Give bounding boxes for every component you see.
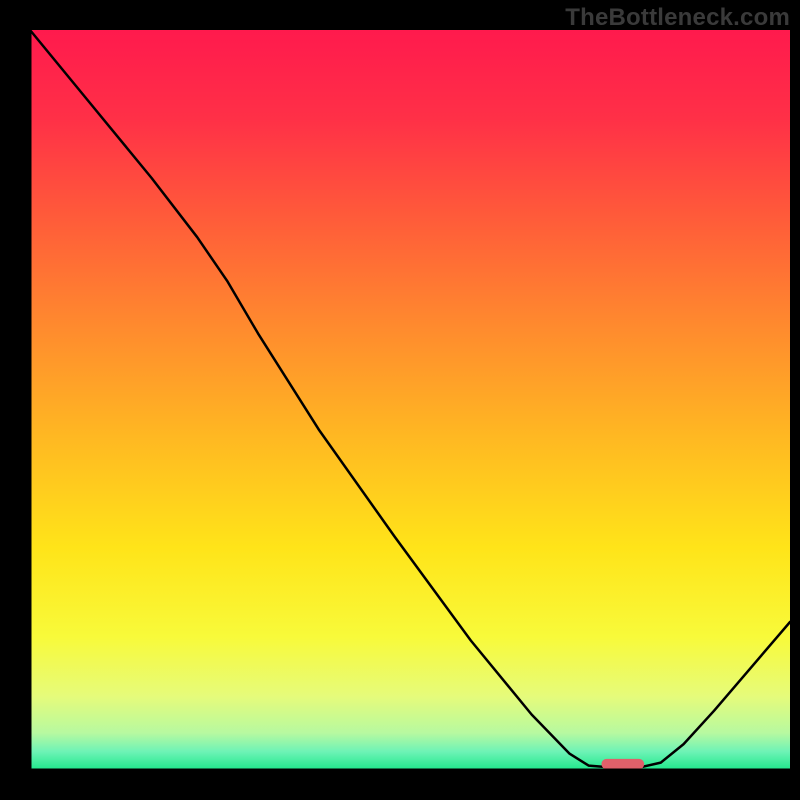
bottleneck-curve-chart — [0, 0, 800, 800]
optimal-marker — [602, 759, 645, 769]
chart-stage: TheBottleneck.com — [0, 0, 800, 800]
plot-background — [30, 30, 790, 770]
watermark-text: TheBottleneck.com — [565, 4, 790, 32]
